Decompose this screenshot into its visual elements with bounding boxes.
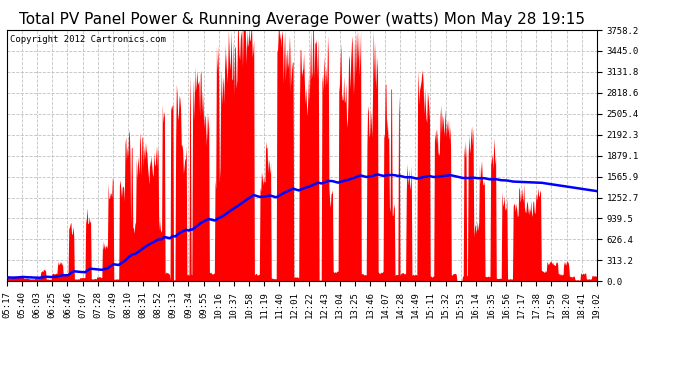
Text: Copyright 2012 Cartronics.com: Copyright 2012 Cartronics.com — [10, 35, 166, 44]
Title: Total PV Panel Power & Running Average Power (watts) Mon May 28 19:15: Total PV Panel Power & Running Average P… — [19, 12, 585, 27]
